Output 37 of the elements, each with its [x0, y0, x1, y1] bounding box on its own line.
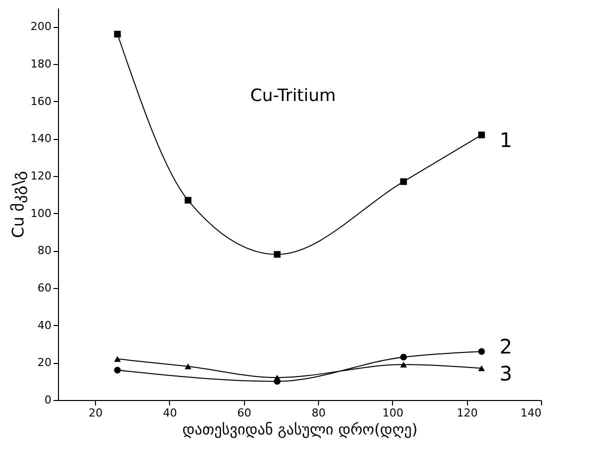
y-axis-title: Cu მკგ\გ — [8, 171, 28, 238]
y-tick-label: 180 — [30, 58, 52, 70]
y-tick-label: 60 — [38, 282, 52, 294]
y-tick-label: 40 — [38, 318, 52, 332]
x-axis-title: დათესვიდან გასული დრო(დღე) — [182, 420, 418, 438]
annotation: Cu-Tritium — [250, 86, 336, 106]
point — [400, 362, 407, 368]
point — [274, 374, 281, 381]
y-tick-label: 140 — [30, 132, 52, 146]
series-label: 2 — [500, 334, 512, 358]
y-tick-label: 120 — [30, 170, 52, 182]
series-label: 3 — [500, 361, 512, 386]
point — [114, 30, 121, 38]
x-tick-label: 60 — [237, 406, 252, 420]
series-label: 1 — [500, 128, 512, 152]
point — [400, 354, 407, 360]
y-tick-label: 160 — [30, 94, 52, 108]
point — [478, 365, 485, 372]
x-tick-label: 80 — [312, 406, 326, 420]
x-tick-label: 20 — [88, 406, 103, 420]
point — [400, 178, 407, 185]
x-tick-label: 100 — [382, 406, 404, 420]
y-tick-label: 100 — [30, 206, 52, 220]
y-tick-label: 200 — [30, 20, 52, 34]
x-tick-label: 120 — [456, 406, 478, 420]
point — [274, 251, 281, 258]
point — [478, 132, 485, 138]
y-tick-label: 80 — [38, 244, 52, 258]
point — [114, 356, 121, 362]
point — [114, 366, 121, 374]
x-tick-label: 140 — [520, 406, 542, 420]
point — [184, 363, 192, 370]
x-tick-label: 40 — [162, 406, 177, 420]
point — [478, 348, 485, 355]
y-tick-label: 0 — [44, 394, 52, 406]
y-tick-label: 20 — [38, 356, 52, 370]
point — [184, 196, 192, 204]
